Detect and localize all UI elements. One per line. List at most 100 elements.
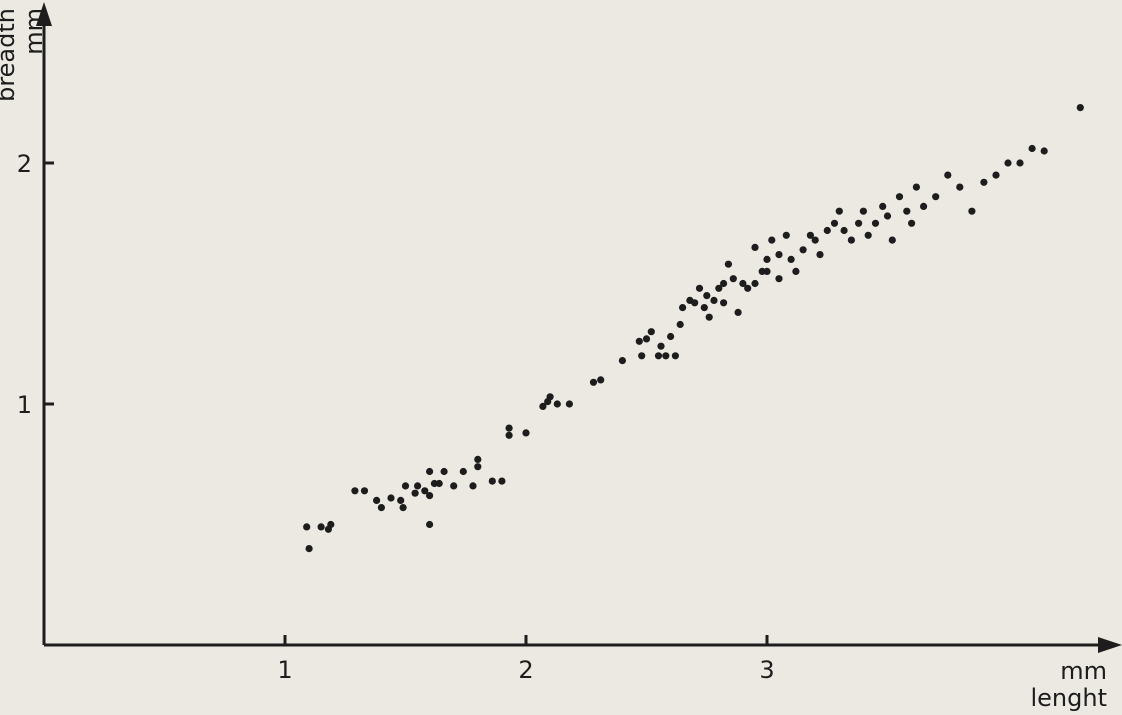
data-point bbox=[739, 279, 747, 288]
data-point bbox=[895, 193, 904, 201]
data-point bbox=[751, 279, 759, 288]
data-point bbox=[553, 400, 561, 408]
data-point bbox=[459, 467, 467, 476]
x-axis-unit: mm bbox=[1060, 657, 1107, 685]
data-point bbox=[539, 402, 547, 410]
data-point bbox=[1028, 144, 1036, 153]
data-point bbox=[883, 212, 892, 220]
data-point bbox=[1040, 147, 1048, 155]
data-point bbox=[700, 304, 708, 312]
data-point bbox=[1076, 104, 1084, 112]
data-point bbox=[823, 226, 831, 235]
data-point bbox=[488, 477, 496, 485]
data-point bbox=[908, 219, 916, 227]
y-axis-unit: mm bbox=[20, 8, 48, 55]
data-point bbox=[703, 292, 711, 300]
data-point bbox=[662, 352, 670, 360]
data-point bbox=[435, 479, 443, 488]
data-point bbox=[705, 313, 713, 321]
data-point bbox=[317, 523, 325, 531]
data-point bbox=[474, 455, 482, 463]
data-point bbox=[505, 431, 513, 439]
data-point bbox=[426, 492, 434, 500]
data-point bbox=[522, 429, 530, 437]
data-point bbox=[715, 284, 723, 292]
data-point bbox=[679, 304, 687, 312]
data-point bbox=[397, 496, 405, 504]
data-point bbox=[787, 255, 795, 263]
data-point bbox=[763, 267, 771, 275]
data-point bbox=[597, 376, 605, 384]
data-point bbox=[830, 219, 839, 227]
data-point bbox=[399, 504, 407, 512]
x-tick-label: 2 bbox=[518, 656, 533, 684]
data-point bbox=[724, 260, 733, 268]
data-point bbox=[676, 320, 684, 329]
data-point bbox=[618, 357, 627, 365]
data-point bbox=[401, 482, 410, 490]
data-point bbox=[775, 275, 783, 283]
data-point bbox=[635, 337, 643, 345]
x-tick-label: 1 bbox=[277, 656, 292, 684]
data-point bbox=[505, 424, 513, 432]
data-point bbox=[421, 487, 429, 495]
data-point bbox=[768, 236, 776, 244]
data-point bbox=[840, 226, 848, 235]
data-point bbox=[642, 335, 651, 343]
data-point bbox=[806, 231, 815, 239]
data-point bbox=[327, 520, 335, 529]
data-point bbox=[305, 545, 313, 553]
data-point bbox=[474, 463, 482, 471]
data-point bbox=[440, 467, 448, 476]
data-point bbox=[720, 279, 728, 288]
data-point bbox=[956, 183, 964, 191]
data-point bbox=[351, 487, 359, 495]
data-point bbox=[792, 267, 800, 275]
data-point bbox=[691, 299, 699, 307]
data-point bbox=[811, 236, 819, 244]
data-point bbox=[763, 255, 771, 263]
data-point bbox=[847, 236, 856, 244]
x-axis-label: lenght bbox=[1031, 684, 1108, 712]
y-axis-arrow bbox=[36, 2, 52, 26]
data-point bbox=[667, 332, 675, 341]
data-point bbox=[816, 251, 824, 259]
data-point bbox=[671, 352, 680, 360]
data-point bbox=[782, 231, 790, 239]
data-point bbox=[835, 207, 843, 215]
data-point bbox=[546, 393, 554, 401]
data-point bbox=[450, 482, 458, 490]
data-point bbox=[775, 251, 783, 259]
data-point bbox=[589, 378, 598, 386]
data-point bbox=[387, 494, 395, 502]
data-point bbox=[734, 308, 742, 316]
data-point bbox=[888, 236, 896, 244]
data-point bbox=[864, 231, 872, 239]
data-point bbox=[855, 219, 863, 227]
data-point bbox=[414, 482, 422, 490]
ticks: 1 2 3 1 2 bbox=[17, 150, 775, 684]
y-tick-label: 2 bbox=[17, 150, 32, 178]
data-point bbox=[1016, 159, 1024, 167]
data-point bbox=[657, 342, 665, 350]
data-point bbox=[980, 178, 988, 186]
data-point bbox=[695, 284, 704, 292]
data-point bbox=[968, 207, 976, 215]
data-point bbox=[373, 496, 381, 504]
data-point bbox=[377, 504, 385, 512]
data-point bbox=[426, 520, 434, 529]
data-point bbox=[912, 183, 921, 191]
data-point bbox=[411, 489, 419, 497]
data-point bbox=[920, 202, 928, 210]
data-point bbox=[647, 328, 655, 336]
data-point bbox=[992, 171, 1000, 179]
x-tick-label: 3 bbox=[759, 656, 774, 684]
data-point bbox=[751, 243, 759, 251]
x-axis-arrow bbox=[1098, 637, 1122, 653]
data-point bbox=[638, 352, 646, 360]
data-point bbox=[710, 296, 718, 304]
axes bbox=[36, 2, 1122, 653]
data-point bbox=[565, 400, 574, 408]
data-point bbox=[903, 207, 911, 215]
